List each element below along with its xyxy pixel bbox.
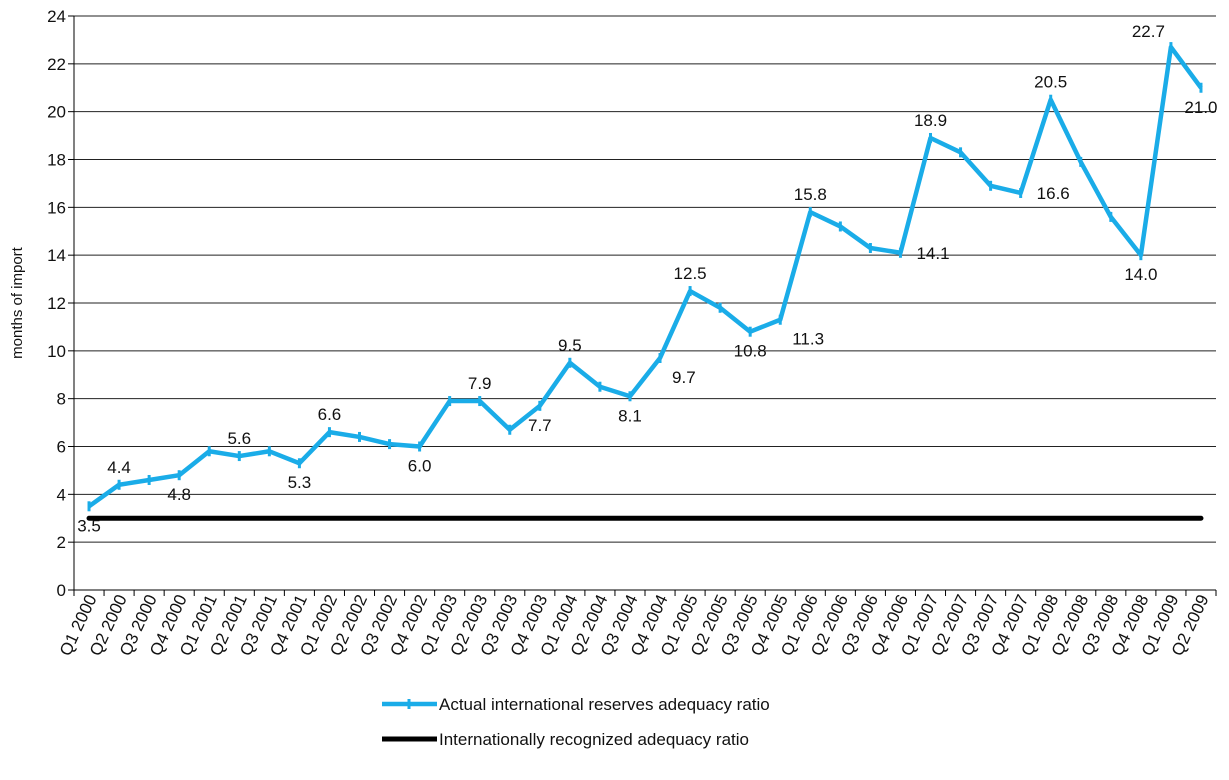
y-tick-label: 10 [47, 342, 66, 361]
data-label: 6.6 [318, 405, 342, 424]
y-axis-label: months of import [9, 246, 26, 359]
y-tick-label: 6 [57, 438, 66, 457]
data-label: 14.0 [1124, 265, 1157, 284]
y-tick-label: 12 [47, 294, 66, 313]
data-label: 4.4 [107, 458, 131, 477]
y-tick-label: 20 [47, 103, 66, 122]
y-tick-label: 2 [57, 533, 66, 552]
data-label: 7.7 [528, 416, 552, 435]
y-tick-label: 18 [47, 151, 66, 170]
data-label: 11.3 [792, 330, 824, 349]
legend-label: Internationally recognized adequacy rati… [439, 730, 749, 749]
y-tick-label: 4 [57, 485, 66, 504]
data-labels: 3.5 4.4 4.8 5.6 5.3 6.6 6.0 7.9 7.7 9.5 8.1 9.7 12.5… [77, 22, 1217, 535]
data-label: 20.5 [1034, 73, 1067, 92]
data-label: 14.1 [916, 244, 949, 263]
legend: Actual international reserves adequacy r… [382, 695, 770, 749]
data-label: 18.9 [914, 111, 947, 130]
y-tick-label: 14 [47, 246, 66, 265]
data-label: 10.8 [734, 342, 767, 361]
y-tick-label: 8 [57, 390, 66, 409]
legend-item-actual: Actual international reserves adequacy r… [382, 695, 770, 714]
y-tick-label: 16 [47, 198, 66, 217]
series-layer [86, 42, 1204, 521]
data-label: 7.9 [468, 374, 492, 393]
data-label: 6.0 [408, 457, 432, 476]
data-label: 9.5 [558, 336, 582, 355]
data-label: 22.7 [1132, 22, 1165, 41]
legend-item-recognized: Internationally recognized adequacy rati… [382, 730, 749, 749]
data-label: 15.8 [794, 185, 827, 204]
data-label: 4.8 [167, 485, 191, 504]
gridlines [74, 15, 1216, 543]
legend-label: Actual international reserves adequacy r… [439, 695, 770, 714]
data-label: 3.5 [77, 516, 101, 535]
data-label: 5.6 [227, 429, 251, 448]
data-label: 5.3 [288, 473, 312, 492]
data-label: 12.5 [674, 264, 707, 283]
data-label: 9.7 [672, 368, 696, 387]
data-label: 8.1 [618, 406, 642, 425]
y-tick-label: 22 [47, 55, 66, 74]
y-tick-label: 24 [47, 7, 66, 26]
y-tick-label: 0 [57, 581, 66, 600]
data-label: 21.0 [1184, 98, 1217, 117]
data-label: 16.6 [1037, 184, 1070, 203]
series-line-actual-ratio [87, 44, 1203, 509]
